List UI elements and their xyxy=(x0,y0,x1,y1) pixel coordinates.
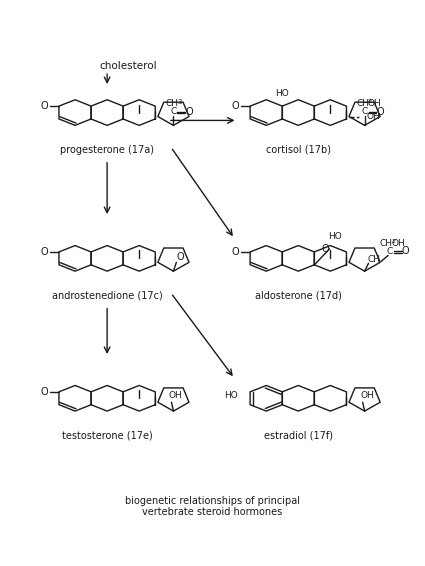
Text: O: O xyxy=(40,101,48,111)
Text: O: O xyxy=(40,247,48,257)
Text: CH: CH xyxy=(368,255,381,264)
Text: HO: HO xyxy=(328,231,342,241)
Text: estradiol (17f): estradiol (17f) xyxy=(264,431,333,441)
Text: O: O xyxy=(185,106,193,117)
Text: CH: CH xyxy=(166,99,179,108)
Text: 2: 2 xyxy=(368,99,371,104)
Text: androstenedione (17c): androstenedione (17c) xyxy=(52,291,162,301)
Text: OH: OH xyxy=(168,391,182,400)
Text: C: C xyxy=(387,247,393,256)
Text: aldosterone (17d): aldosterone (17d) xyxy=(255,291,342,301)
Text: O: O xyxy=(377,106,384,117)
Text: OH: OH xyxy=(367,112,380,121)
Text: O: O xyxy=(176,252,184,263)
Text: testosterone (17e): testosterone (17e) xyxy=(62,431,153,441)
Text: O: O xyxy=(322,244,329,254)
Text: HO: HO xyxy=(224,391,238,400)
Text: cortisol (17b): cortisol (17b) xyxy=(266,145,331,155)
Text: OH: OH xyxy=(391,239,405,248)
Text: biogenetic relationships of principal
vertebrate steroid hormones: biogenetic relationships of principal ve… xyxy=(125,496,300,517)
Text: O: O xyxy=(232,247,239,257)
Text: O: O xyxy=(40,387,48,397)
Text: 2: 2 xyxy=(391,239,395,244)
Text: O: O xyxy=(402,246,410,256)
Text: C: C xyxy=(170,107,176,116)
Text: cholesterol: cholesterol xyxy=(100,61,158,71)
Text: OH: OH xyxy=(368,99,381,108)
Text: CH: CH xyxy=(380,239,393,248)
Text: O: O xyxy=(232,101,239,111)
Text: progesterone (17a): progesterone (17a) xyxy=(60,145,154,155)
Text: CH: CH xyxy=(356,99,369,108)
Text: 3: 3 xyxy=(177,98,181,105)
Text: HO: HO xyxy=(275,89,289,98)
Text: C: C xyxy=(362,107,368,116)
Text: OH: OH xyxy=(361,391,374,400)
